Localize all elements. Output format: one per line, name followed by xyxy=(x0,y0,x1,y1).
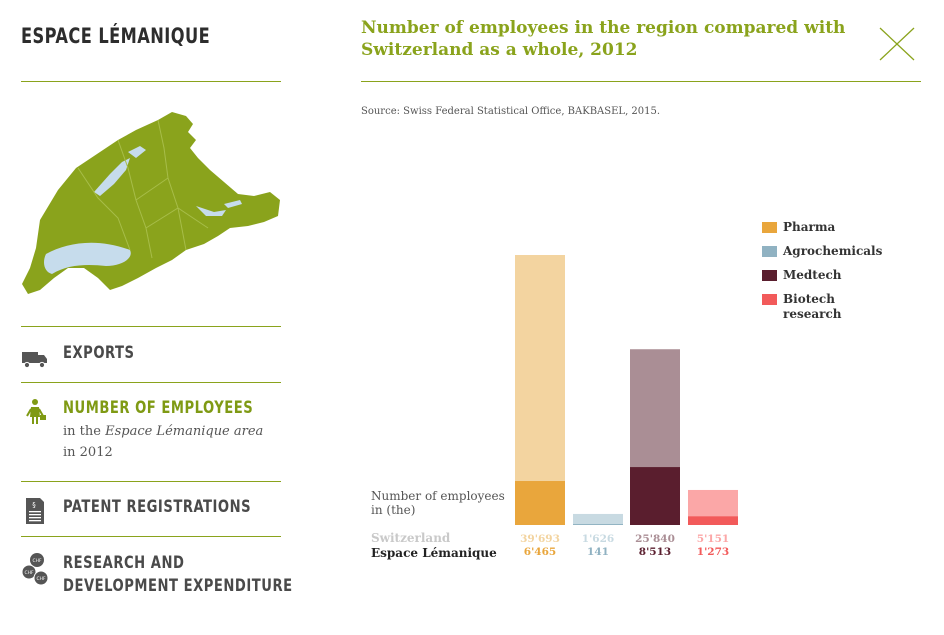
bar-switzerland-biotech xyxy=(688,489,738,525)
nav-label-employees: NUMBER OF EMPLOYEES xyxy=(63,398,254,418)
value-switzerland-biotech: 5'151 xyxy=(696,533,730,545)
value-switzerland-agrochemicals: 1'626 xyxy=(581,533,615,545)
nav-label-rd: RESEARCH AND DEVELOPMENT EXPENDITURE xyxy=(63,552,293,598)
bar-espace-biotech xyxy=(688,516,738,525)
value-switzerland-medtech: 25'840 xyxy=(635,533,675,545)
brand-title: ESPACE LÉMANIQUE xyxy=(21,24,211,48)
nav-label-rd-line2: DEVELOPMENT EXPENDITURE xyxy=(63,576,293,596)
title-divider xyxy=(361,81,921,82)
value-espace-medtech: 8'513 xyxy=(638,546,672,558)
nav-item-exports[interactable]: EXPORTS xyxy=(21,343,281,373)
bar-switzerland-medtech xyxy=(630,349,680,525)
nav-label-exports: EXPORTS xyxy=(63,343,135,363)
bar-switzerland-pharma xyxy=(515,255,565,525)
value-espace-agrochemicals: 141 xyxy=(587,546,609,558)
bar-espace-agrochemicals xyxy=(573,524,623,525)
nav-item-rd[interactable]: CHF CHF CHF RESEARCH AND DEVELOPMENT EXP… xyxy=(21,552,292,602)
legend-swatch-pharma xyxy=(762,222,777,233)
region-map-icon xyxy=(22,112,280,294)
nav-divider xyxy=(21,536,281,537)
series-label-switzerland: Switzerland xyxy=(371,531,451,545)
svg-text:CHF: CHF xyxy=(32,558,42,564)
legend-swatch-biotech xyxy=(762,294,777,305)
nav-label-rd-line1: RESEARCH AND xyxy=(63,553,185,573)
bar-espace-medtech xyxy=(630,467,680,525)
nav-item-patents[interactable]: § PATENT REGISTRATIONS xyxy=(21,497,281,527)
legend-label-medtech: Medtech xyxy=(783,268,842,282)
y-axis-label: Number of employees in (the) xyxy=(371,489,505,517)
bar-switzerland-agrochemicals xyxy=(573,513,623,525)
nav-item-employees[interactable]: NUMBER OF EMPLOYEES in the Espace Lémani… xyxy=(21,398,281,473)
chart-source: Source: Swiss Federal Statistical Office… xyxy=(361,106,661,117)
bar-espace-pharma xyxy=(515,481,565,525)
left-divider-top xyxy=(21,81,281,82)
document-icon: § xyxy=(26,498,44,524)
legend-label-biotech: Biotech research xyxy=(783,292,842,321)
series-label-espace: Espace Lémanique xyxy=(371,546,497,560)
legend-swatch-agrochemicals xyxy=(762,246,777,257)
nav-label-patents: PATENT REGISTRATIONS xyxy=(63,497,252,517)
worker-icon xyxy=(26,399,46,424)
nav-sub-region: Espace Lémanique area xyxy=(105,424,264,439)
nav-sub-employees: in the Espace Lémanique area in 2012 xyxy=(63,421,263,463)
nav-divider xyxy=(21,382,281,383)
value-espace-biotech: 1'273 xyxy=(696,546,730,558)
close-icon[interactable] xyxy=(878,26,916,62)
nav-divider xyxy=(21,481,281,482)
value-switzerland-pharma: 39'693 xyxy=(520,533,560,545)
truck-icon xyxy=(22,352,47,369)
chart-title: Number of employees in the region compar… xyxy=(361,18,846,60)
nav-sub-year: in 2012 xyxy=(63,445,113,460)
svg-text:CHF: CHF xyxy=(24,570,34,576)
legend-label-agrochemicals: Agrochemicals xyxy=(783,244,883,258)
svg-text:CHF: CHF xyxy=(36,576,46,582)
svg-text:§: § xyxy=(32,501,36,509)
nav-sub-prefix: in the xyxy=(63,424,106,439)
legend-label-pharma: Pharma xyxy=(783,220,836,234)
value-espace-pharma: 6'465 xyxy=(523,546,557,558)
chf-coins-icon: CHF CHF CHF xyxy=(21,553,49,586)
legend-swatch-medtech xyxy=(762,270,777,281)
nav-divider xyxy=(21,326,281,327)
